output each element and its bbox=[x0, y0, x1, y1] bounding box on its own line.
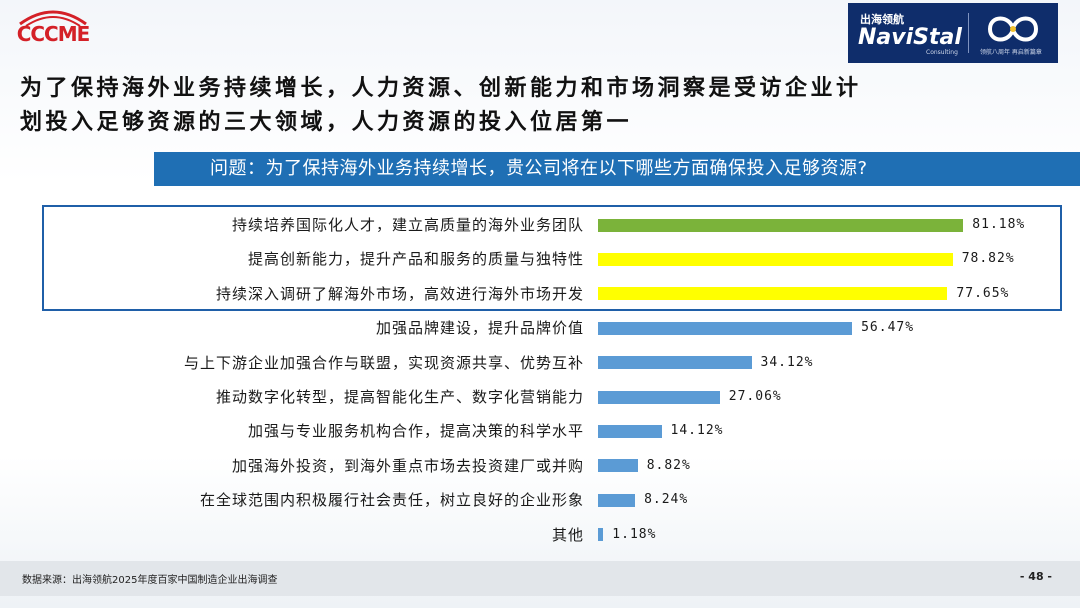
value-label: 1.18% bbox=[612, 526, 657, 542]
cccme-logo-text: CCCME bbox=[16, 22, 91, 46]
value-label: 8.24% bbox=[644, 492, 689, 508]
value-label: 77.65% bbox=[956, 285, 1010, 301]
category-label: 加强与专业服务机构合作，提高决策的科学水平 bbox=[247, 422, 584, 441]
value-label: 27.06% bbox=[728, 389, 782, 404]
bar bbox=[598, 528, 604, 542]
bar bbox=[598, 424, 662, 438]
page-number: - 48 - bbox=[1019, 570, 1052, 583]
value-label: 56.47% bbox=[861, 320, 915, 336]
infinity-mark-icon bbox=[987, 16, 1039, 42]
category-label: 在全球范围内积极履行社会责任，树立良好的企业形象 bbox=[199, 491, 584, 510]
footer: 数据来源：出海领航2025年度百家中国制造企业出海调查 - 48 - bbox=[0, 561, 1080, 596]
category-label: 推动数字化转型，提高智能化生产、数字化营销能力 bbox=[215, 388, 584, 406]
page-title: 为了保持海外业务持续增长，人力资源、创新能力和市场洞察是受访企业计 划投入足够资… bbox=[20, 72, 1060, 140]
bar bbox=[598, 321, 853, 335]
value-label: 78.82% bbox=[961, 251, 1015, 267]
value-label: 81.18% bbox=[972, 217, 1026, 232]
top3-highlight-box bbox=[42, 205, 1062, 311]
category-label: 加强海外投资，到海外重点市场去投资建厂或并购 bbox=[231, 456, 584, 475]
bar bbox=[598, 252, 953, 266]
category-label: 加强品牌建设，提升品牌价值 bbox=[375, 319, 584, 338]
bar bbox=[598, 287, 948, 301]
navistal-en-name: NaviStal bbox=[858, 25, 962, 50]
value-label: 34.12% bbox=[760, 354, 814, 370]
cccme-logo: CCCME bbox=[10, 4, 96, 56]
navistal-logo: 出海领航 NaviStal Consulting 领航八周年 再启新篇章 bbox=[848, 3, 1058, 63]
title-line-2: 划投入足够资源的三大领域，人力资源的投入位居第一 bbox=[20, 110, 633, 135]
bar bbox=[598, 218, 964, 232]
category-label: 持续深入调研了解海外市场，高效进行海外市场开发 bbox=[215, 284, 584, 303]
navistal-slogan: 领航八周年 再启新篇章 bbox=[980, 49, 1042, 56]
bar bbox=[598, 390, 720, 404]
value-label: 8.82% bbox=[646, 457, 691, 473]
value-label: 14.12% bbox=[670, 423, 724, 439]
logo-divider bbox=[968, 13, 969, 53]
bar bbox=[598, 493, 636, 507]
bar bbox=[598, 356, 752, 370]
data-source: 数据来源：出海领航2025年度百家中国制造企业出海调查 bbox=[22, 575, 278, 586]
question-banner: 问题：为了保持海外业务持续增长，贵公司将在以下哪些方面确保投入足够资源? bbox=[154, 152, 1080, 186]
title-line-1: 为了保持海外业务持续增长，人力资源、创新能力和市场洞察是受访企业计 bbox=[20, 76, 862, 101]
category-label: 与上下游企业加强合作与联盟，实现资源共享、优势互补 bbox=[183, 353, 584, 372]
bar bbox=[598, 459, 638, 473]
category-label: 其他 bbox=[551, 525, 584, 544]
category-label: 持续培养国际化人才，建立高质量的海外业务团队 bbox=[231, 216, 584, 234]
category-label: 提高创新能力，提升产品和服务的质量与独特性 bbox=[247, 250, 584, 269]
navistal-sub: Consulting bbox=[926, 49, 958, 56]
navistal-cn-name: 出海领航 bbox=[860, 13, 904, 26]
